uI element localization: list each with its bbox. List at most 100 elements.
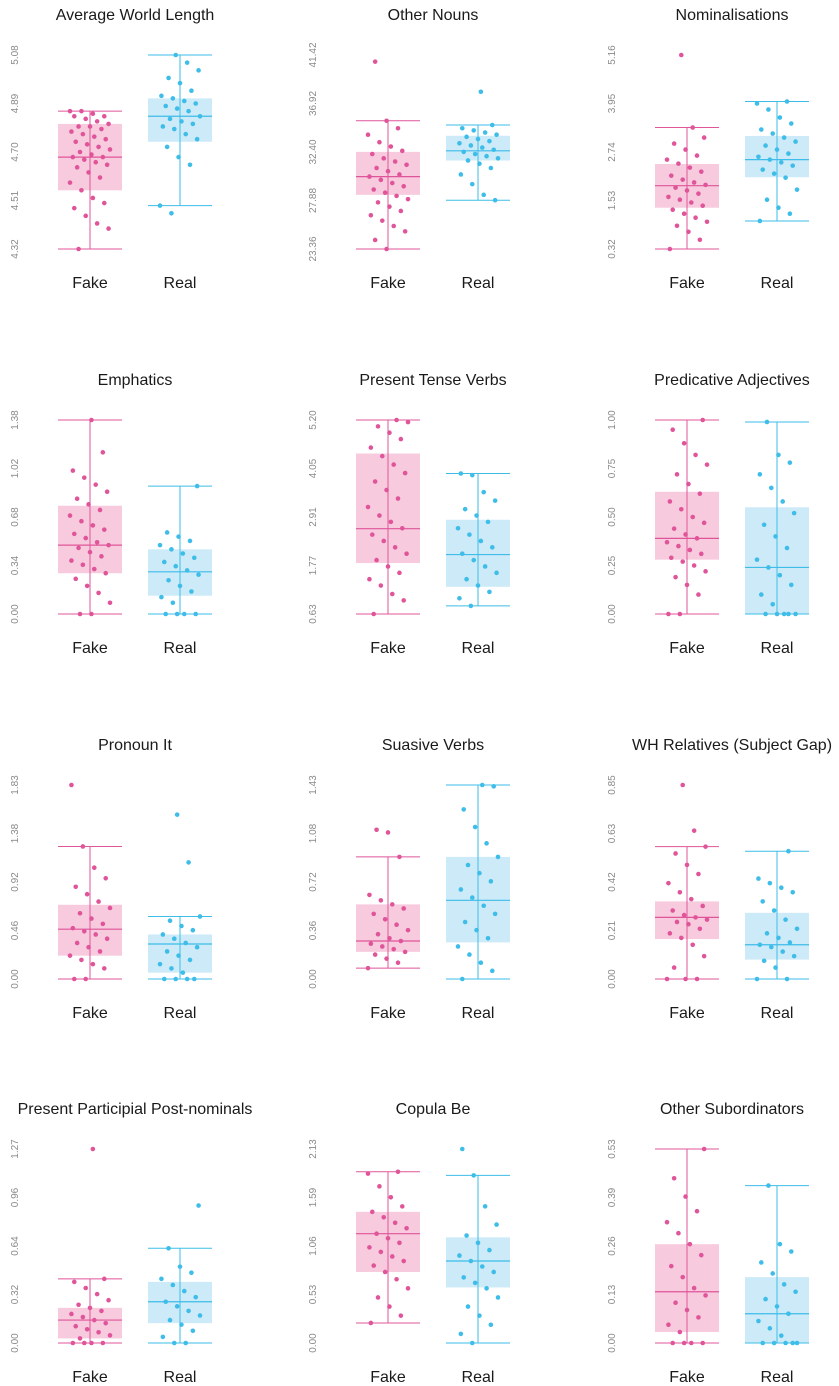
data-point xyxy=(83,1285,89,1291)
y-tick-label: 0.00 xyxy=(607,604,618,624)
data-point xyxy=(664,976,670,982)
data-point xyxy=(183,131,189,137)
data-point xyxy=(781,611,787,617)
data-point xyxy=(381,156,387,161)
data-point xyxy=(371,187,377,192)
data-point xyxy=(397,172,402,177)
box-fake xyxy=(58,417,122,617)
data-point xyxy=(495,854,501,860)
y-tick-label: 1.06 xyxy=(308,1236,319,1256)
data-point xyxy=(77,149,83,155)
data-point xyxy=(458,471,464,476)
y-tick-label: 0.00 xyxy=(10,604,21,624)
data-point xyxy=(401,906,407,911)
data-point xyxy=(389,1254,395,1259)
data-point xyxy=(697,237,703,243)
data-point xyxy=(157,203,163,208)
data-point xyxy=(666,611,671,617)
y-tick-label: 2.91 xyxy=(308,507,319,527)
y-tick-label: 5.16 xyxy=(607,45,618,65)
data-point xyxy=(479,145,485,150)
data-point xyxy=(392,545,398,550)
y-tick-label: 1.00 xyxy=(607,410,618,430)
data-point xyxy=(458,887,464,892)
panel-5: Predicative Adjectives 0.00 0.25 0.50 0.75 1.… xyxy=(607,372,810,657)
data-point xyxy=(186,108,191,114)
panel-title: Pronoun It xyxy=(98,737,172,754)
data-point xyxy=(367,174,372,179)
data-point xyxy=(686,481,691,487)
data-point xyxy=(777,572,783,578)
category-label: Real xyxy=(164,1005,197,1022)
data-point xyxy=(87,549,93,555)
y-tick-label: 1.43 xyxy=(308,775,319,795)
data-point xyxy=(674,223,680,229)
data-point xyxy=(686,921,691,927)
data-point xyxy=(756,1318,761,1324)
category-label: Fake xyxy=(72,640,108,657)
data-point xyxy=(777,1241,783,1247)
data-point xyxy=(160,124,166,129)
data-point xyxy=(96,590,101,596)
data-point xyxy=(786,848,791,854)
y-tick-label: 0.92 xyxy=(10,872,21,892)
data-point xyxy=(487,589,492,595)
y-tick-label: 1.83 xyxy=(10,775,21,795)
data-point xyxy=(71,976,77,982)
y-tick-label: 32.40 xyxy=(308,139,319,164)
y-tick-label: 1.38 xyxy=(10,823,21,843)
data-point xyxy=(160,932,166,937)
box-real xyxy=(446,782,510,982)
data-point xyxy=(677,197,683,202)
data-point xyxy=(760,167,766,172)
data-point xyxy=(367,892,372,898)
data-point xyxy=(671,1175,677,1181)
data-point xyxy=(778,160,784,165)
data-point xyxy=(97,175,103,180)
data-point xyxy=(100,154,106,160)
data-point xyxy=(177,1264,183,1269)
y-tick-label: 1.59 xyxy=(308,1187,319,1207)
data-point xyxy=(684,582,690,588)
data-point xyxy=(387,936,392,941)
data-point xyxy=(664,1219,670,1225)
data-point xyxy=(471,1173,477,1178)
data-point xyxy=(181,611,187,617)
data-point xyxy=(179,923,184,929)
data-point xyxy=(197,113,203,119)
data-point xyxy=(783,917,788,922)
data-point xyxy=(161,976,167,982)
data-point xyxy=(101,966,107,971)
data-point xyxy=(684,188,690,193)
data-point xyxy=(666,1322,671,1327)
data-point xyxy=(74,940,80,946)
data-point xyxy=(684,1307,690,1313)
data-point xyxy=(387,204,392,209)
data-point xyxy=(404,551,409,557)
data-point xyxy=(764,931,770,936)
data-point xyxy=(83,535,89,541)
data-point xyxy=(73,576,79,582)
data-point xyxy=(392,159,398,164)
data-point xyxy=(184,60,190,65)
data-point xyxy=(694,1208,700,1214)
data-point xyxy=(399,1204,405,1209)
data-point xyxy=(683,976,688,982)
data-point xyxy=(106,542,111,548)
box-real xyxy=(446,1146,510,1346)
data-point xyxy=(189,1270,194,1276)
data-point xyxy=(688,1340,694,1346)
y-tick-label: 0.50 xyxy=(607,507,618,527)
data-point xyxy=(468,603,474,609)
data-point xyxy=(388,1194,394,1200)
data-point xyxy=(392,1220,398,1226)
data-point xyxy=(174,611,180,617)
data-point xyxy=(673,1300,678,1306)
data-point xyxy=(788,582,794,588)
data-point xyxy=(367,576,372,582)
data-point xyxy=(184,976,190,982)
data-point xyxy=(76,124,81,129)
data-point xyxy=(492,498,498,503)
panel-7: Suasive Verbs 0.00 0.36 0.72 1.08 1.43 Fake Rea… xyxy=(308,737,510,1022)
data-point xyxy=(671,526,677,531)
